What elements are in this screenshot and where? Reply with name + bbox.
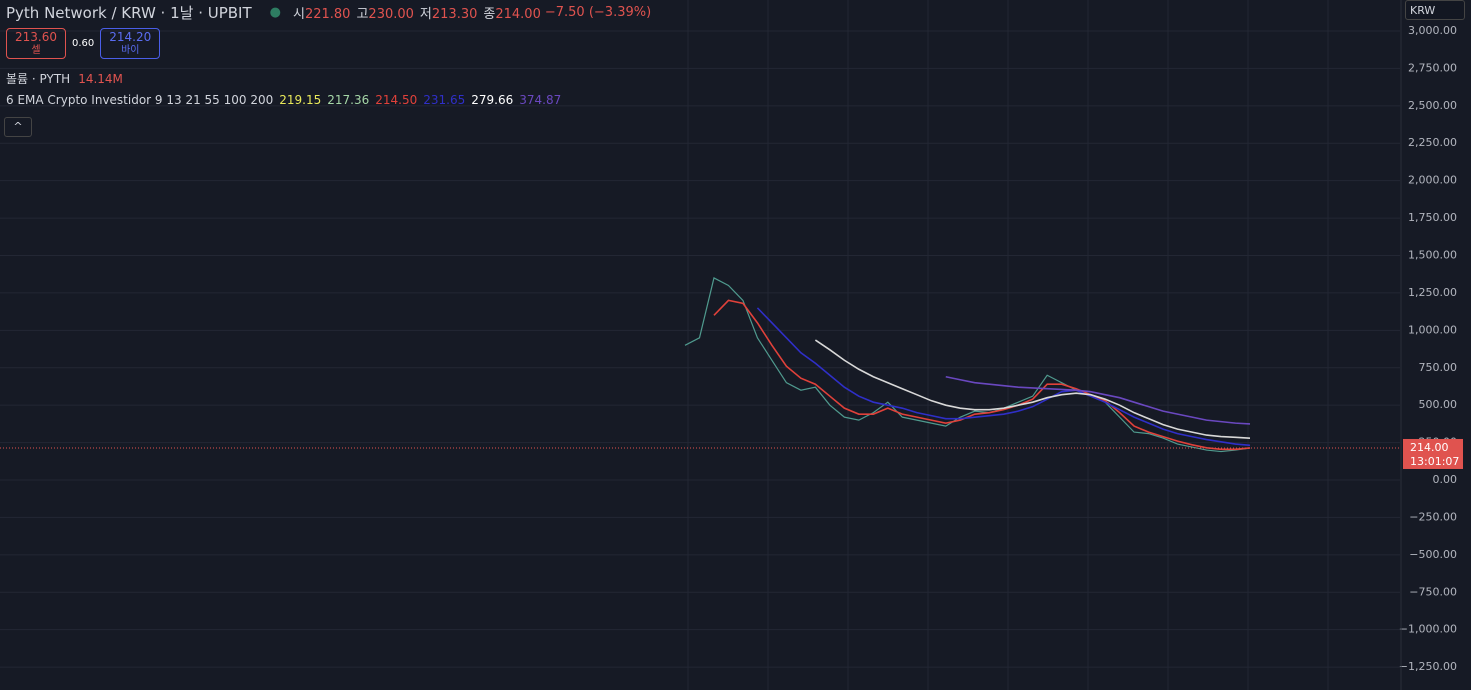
series-line: [713, 299, 1251, 451]
y-tick-label: 2,750.00: [1408, 61, 1457, 74]
indicator-value: 219.15: [279, 93, 322, 107]
y-tick-label: −1,250.00: [1399, 660, 1457, 673]
ohlc-item: 종214.00: [483, 3, 540, 22]
currency: KRW: [1410, 4, 1436, 17]
sell-button[interactable]: 213.60 셀: [6, 28, 66, 59]
indicator-value: 214.50: [375, 93, 418, 107]
volume-value: 14.14M: [78, 71, 123, 86]
y-tick-label: 2,500.00: [1408, 99, 1457, 112]
ohlc-value: 213.30: [431, 7, 478, 22]
indicator-value: 231.65: [423, 93, 466, 107]
buy-label: 바이: [121, 45, 140, 56]
ohlc-value: 230.00: [368, 7, 414, 22]
symbol-title[interactable]: Pyth Network / KRW · 1날 · UPBIT: [6, 4, 252, 22]
ohlc-item: 저213.30: [420, 3, 477, 22]
change: −7.50 (−3.39%): [544, 5, 652, 20]
y-tick-label: 2,250.00: [1408, 136, 1457, 149]
indicator-value: 374.87: [519, 93, 562, 107]
series-line: [814, 339, 1251, 439]
y-tick-label: 1,000.00: [1408, 323, 1457, 336]
ohlc-item: 고230.00: [356, 3, 413, 22]
y-tick-label: 750.00: [1419, 361, 1458, 374]
series-line: [756, 307, 1251, 447]
y-tick-label: −750.00: [1409, 585, 1457, 598]
y-tick-label: −500.00: [1409, 548, 1457, 561]
y-tick-label: 500.00: [1419, 398, 1458, 411]
trade-row: 213.60 셀 0.60 214.20 바이: [6, 28, 161, 59]
y-tick-label: 2,000.00: [1408, 174, 1457, 187]
last-price-badge: [1403, 438, 1463, 469]
series-line: [684, 277, 1251, 453]
series-line: [945, 375, 1251, 425]
collapse-button[interactable]: ^: [4, 117, 32, 137]
y-tick-label: 0.00: [1433, 473, 1458, 486]
countdown: 13:01:07: [1410, 455, 1459, 468]
y-tick-label: 1,750.00: [1408, 211, 1457, 224]
ohlc-label: 저: [419, 7, 432, 22]
buy-button[interactable]: 214.20 바이: [100, 28, 161, 59]
spread: 0.60: [72, 38, 95, 49]
sell-price: 213.60: [15, 30, 57, 44]
volume-label: 볼륨 · PYTH: [6, 72, 71, 86]
ohlc-item: 시221.80: [293, 3, 350, 22]
ohlc-label: 시: [292, 7, 305, 22]
ohlc: 시221.80 고230.00 저213.30 종214.00: [293, 3, 541, 22]
indicator-value: 217.36: [327, 93, 370, 107]
y-tick-label: −1,000.00: [1399, 623, 1457, 636]
y-tick-label: 3,000.00: [1408, 24, 1457, 37]
last-price-label: 214.00: [1410, 441, 1449, 454]
ohlc-value: 221.80: [304, 7, 351, 22]
indicator-label: 6 EMA Crypto Investidor 9 13 21 55 100 2…: [6, 93, 274, 107]
header-row: Pyth Network / KRW · 1날 · UPBIT ● 시221.8…: [6, 2, 651, 23]
y-tick-label: 1,500.00: [1408, 248, 1457, 261]
sell-label: 셀: [31, 45, 41, 56]
buy-price: 214.20: [109, 30, 152, 44]
y-tick-label: 1,250.00: [1408, 286, 1457, 299]
ohlc-label: 고: [356, 7, 369, 22]
volume-row: 볼륨 · PYTH 14.14M: [6, 70, 123, 87]
currency-select[interactable]: KRW: [1405, 0, 1465, 20]
indicator-value: 279.66: [471, 93, 514, 107]
ohlc-value: 214.00: [495, 7, 541, 22]
y-tick-label: −250.00: [1409, 510, 1457, 523]
indicator-row: 6 EMA Crypto Investidor 9 13 21 55 100 2…: [6, 93, 561, 107]
status-dot: ●: [269, 5, 281, 20]
ohlc-label: 종: [483, 7, 496, 22]
